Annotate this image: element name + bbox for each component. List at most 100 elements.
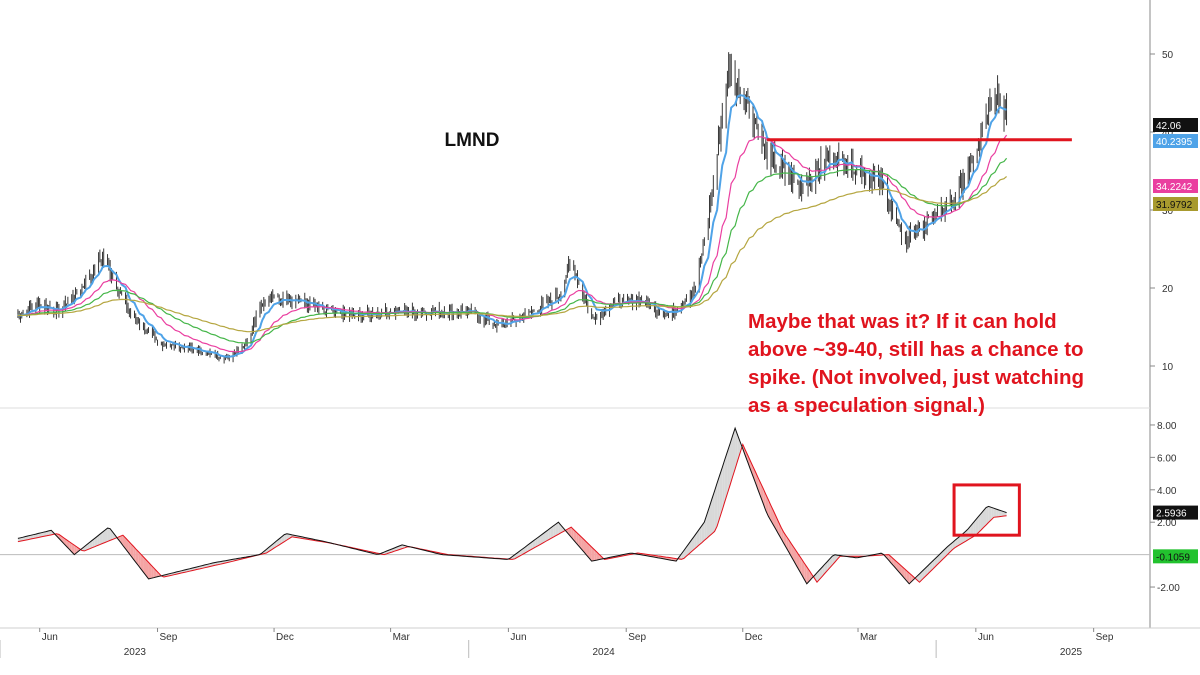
osc-fill [819,567,823,580]
osc-fill [23,536,26,541]
osc-fill [791,543,794,562]
x-tick-label: Dec [745,632,763,643]
osc-fill [125,537,129,553]
osc-fill [932,558,935,570]
osc-fill [706,506,710,539]
osc-fill [745,449,748,463]
annotation-line: as a speculation signal.) [748,394,985,417]
x-tick-label: Jun [42,632,58,643]
osc-fill [43,531,47,537]
osc-fill [904,568,907,581]
y-tick-label: 10 [1162,362,1174,373]
osc-fill [35,533,39,538]
osc-fill [753,466,756,484]
last-value-badge [1153,179,1198,193]
osc-fill [719,467,723,519]
osc-fill [71,543,75,555]
osc-value-label: 2.5936 [1156,509,1187,520]
osc-fill [691,536,695,552]
osc-fill [92,538,95,548]
osc-fill [988,506,992,523]
osc-fill [699,525,702,545]
osc-tick-label: 6.00 [1157,453,1177,464]
y-tick-label: 20 [1162,284,1174,295]
osc-fill [906,570,910,584]
x-tick-label: Mar [860,632,878,643]
osc-fill [945,546,948,557]
osc-fill [97,534,100,546]
osc-fill [991,507,994,520]
osc-fill [553,524,556,538]
y-tick-label: 50 [1162,50,1174,61]
last-value-badge [1153,197,1198,211]
osc-fill [143,556,146,576]
last-value-badge [1153,134,1198,148]
osc-fill [829,556,833,568]
osc-fill [724,451,728,502]
osc-fill [986,506,989,525]
moving-average-line [17,94,1007,358]
osc-fill [548,527,551,541]
osc-fill [804,562,807,584]
osc-fill [919,571,923,583]
osc-fill [817,569,820,583]
osc-fill [535,537,538,548]
annotation-line: above ~39-40, still has a chance to [748,338,1084,361]
osc-line [17,442,1007,584]
osc-fill [30,534,34,540]
osc-fill [952,540,956,550]
osc-fill [806,566,810,584]
y-tick-label: 30 [1162,206,1174,217]
osc-fill [996,509,999,518]
osc-fill [99,532,103,545]
osc-fill [530,541,533,551]
osc-fill [48,530,52,536]
osc-fill [122,535,126,549]
osc-fill [722,459,725,510]
osc-fill [289,534,292,539]
osc-fill [133,546,136,563]
osc-fill [102,530,106,544]
osc-fill [560,525,564,533]
osc-fill [978,513,981,533]
osc-fill [717,475,720,527]
osc-fill [527,543,531,552]
osc-fill [735,428,738,469]
osc-fill [112,532,116,540]
osc-fill [589,544,592,562]
x-tick-label: Sep [160,632,178,643]
osc-fill [542,531,546,543]
osc-fill [729,436,733,486]
osc-fill [581,537,584,553]
osc-fill [591,547,595,562]
osc-fill [284,533,287,542]
osc-fill [998,509,1002,517]
moving-average-line [17,157,1008,344]
osc-fill [973,519,976,537]
osc-fill [107,528,111,542]
osc-fill [911,575,915,582]
osc-tick-label: -2.00 [1157,583,1180,594]
osc-fill [955,537,958,548]
osc-fill [942,549,946,560]
x-tick-label: Dec [276,632,294,643]
osc-zero-badge [1153,549,1198,564]
osc-fill [156,570,159,578]
osc-fill [834,554,838,563]
osc-fill [939,551,943,563]
x-year-label: 2023 [124,647,147,658]
osc-fill [28,535,31,540]
osc-fill [537,535,541,546]
osc-fill [512,554,515,560]
osc-fill [957,535,961,546]
x-year-label: 2024 [592,647,615,658]
last-value-badge [1153,118,1198,132]
osc-fill [927,563,930,575]
osc-value-badge [1153,505,1198,520]
osc-fill [727,443,730,494]
x-tick-label: Sep [628,632,646,643]
osc-fill [750,461,754,477]
osc-tick-label: 4.00 [1157,486,1177,497]
last-value-label: 31.9792 [1156,200,1193,211]
x-tick-label: Sep [1096,632,1114,643]
